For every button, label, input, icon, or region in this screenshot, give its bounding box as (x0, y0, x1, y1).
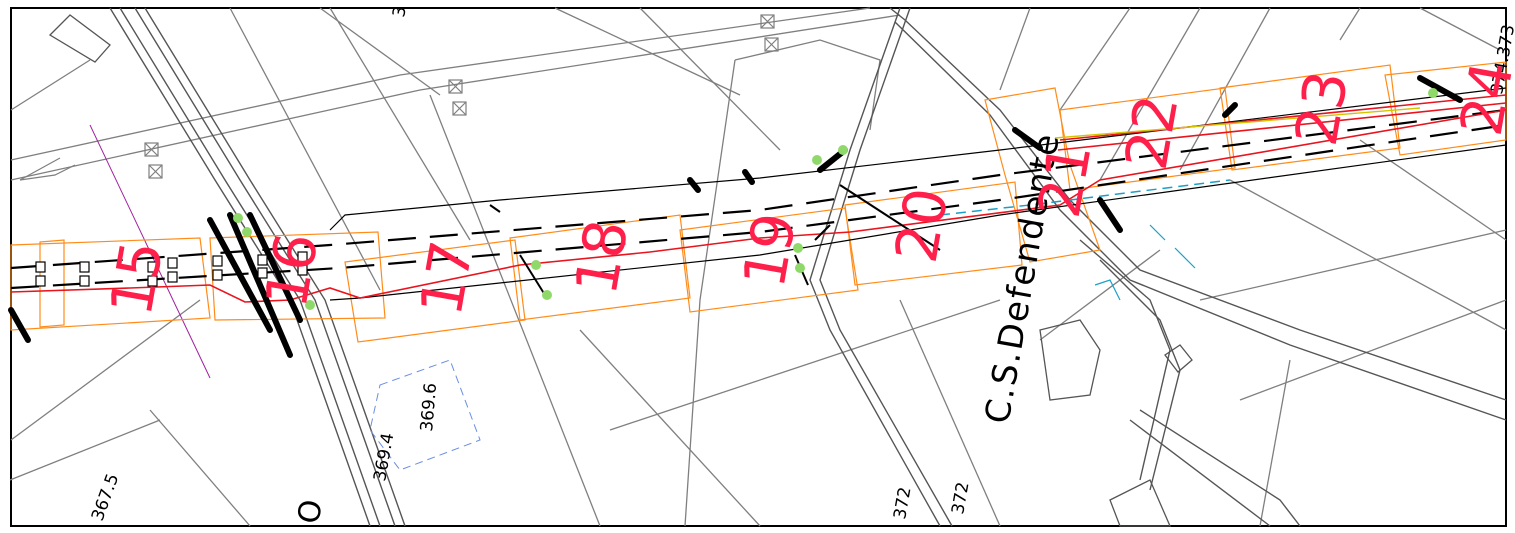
pipeline (10, 94, 1507, 303)
sheet-number-19: 19 (730, 208, 810, 292)
sheet-number-24: 24 (1447, 56, 1515, 140)
water-line (939, 179, 1231, 216)
structures (8, 75, 1463, 358)
sheet-number-22: 22 (1112, 90, 1192, 174)
map-border (10, 7, 1507, 527)
thin-structures (489, 184, 941, 296)
edge-lines (329, 87, 1507, 301)
buildings (48, 14, 1193, 527)
marker-points (233, 88, 1438, 310)
road-axis (10, 108, 1507, 290)
sheet-number-20: 20 (882, 183, 962, 267)
sheet-number-15: 15 (97, 236, 177, 320)
sheet-frames (10, 61, 1507, 343)
utility-line (1054, 107, 1421, 139)
elevation-label: 369.6 (417, 382, 441, 432)
boundary-line (89, 124, 211, 379)
sheet-number-18: 18 (562, 215, 642, 299)
water-marks (1094, 224, 1196, 301)
sheet-number-21: 21 (1025, 138, 1105, 222)
sheet-number-17: 17 (407, 236, 487, 320)
sheet-number-23: 23 (1282, 66, 1362, 150)
culvert-boxes (35, 251, 308, 287)
north-arrow-icon (19, 157, 76, 181)
contour-area (369, 359, 481, 471)
text-fragment: 3 (389, 5, 411, 19)
parcel-lines (9, 7, 1507, 527)
crossing-boxes (144, 14, 779, 179)
sheet-number-16: 16 (252, 228, 332, 312)
